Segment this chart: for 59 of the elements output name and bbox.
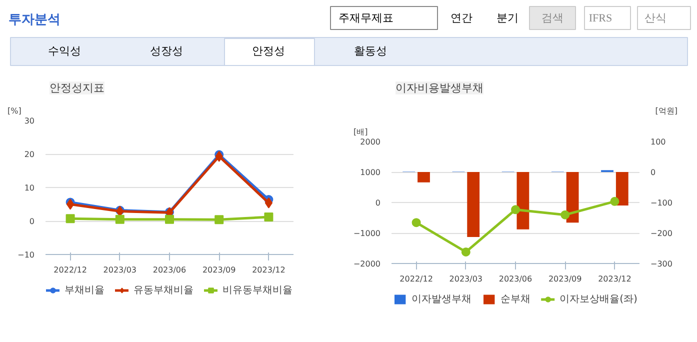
y2-axis-title: [억원]: [655, 106, 678, 116]
x-tick-label: 2022/12: [54, 266, 87, 274]
legend-label: 이자발생부채: [412, 293, 472, 306]
x-tick-label: 2023/03: [449, 274, 483, 284]
y2-tick-label: 0: [650, 168, 656, 177]
legend-label: 이자보상배율(좌): [560, 293, 638, 306]
point: [412, 218, 421, 228]
x-tick-label: 2023/06: [498, 274, 532, 284]
x-tick-label: 2022/12: [400, 274, 433, 284]
y-axis-title: [%]: [8, 106, 22, 116]
chart-title: 이자비용발생부채: [396, 82, 484, 94]
legend-label: 비유동부채비율: [222, 284, 292, 297]
y-tick-label: −1000: [353, 229, 380, 238]
y2-tick-label: −300: [650, 260, 672, 268]
text: IFRS: [588, 12, 612, 24]
y-tick-label: 10: [24, 184, 35, 192]
point: [461, 247, 470, 256]
y-tick-label: 30: [24, 116, 35, 126]
x-tick-label: 2023/09: [548, 274, 582, 284]
text: 산식: [644, 12, 666, 24]
y2-tick-label: −200: [650, 229, 672, 238]
y-axis-title: [배]: [354, 128, 368, 136]
text: 투자분석: [8, 12, 60, 28]
point: [264, 212, 274, 222]
y-tick-label: 1000: [360, 168, 380, 177]
point: [511, 205, 520, 214]
legend-label: 부채비율: [64, 284, 104, 297]
y-tick-label: 20: [24, 150, 35, 159]
point: [214, 215, 224, 224]
text: 성장성: [150, 46, 183, 58]
point: [264, 197, 273, 208]
legend-label: 유동부채비율: [134, 284, 194, 297]
text: 연간: [450, 12, 472, 24]
y-tick-label: 0: [29, 217, 35, 226]
y-tick-label: −2000: [353, 260, 380, 268]
text: 검색: [542, 12, 564, 24]
x-tick-label: 2023/03: [103, 266, 137, 274]
y-tick-label: −10: [18, 250, 35, 260]
y2-tick-label: −100: [650, 198, 672, 208]
x-tick-label: 2023/12: [598, 274, 632, 284]
point: [66, 198, 74, 210]
text: 안정성: [252, 46, 285, 58]
y-tick-label: 0: [375, 198, 381, 208]
point: [165, 214, 174, 224]
y-tick-label: 2000: [360, 138, 380, 146]
point: [66, 214, 75, 224]
y2-tick-label: 100: [650, 138, 666, 146]
x-tick-label: 2023/09: [202, 266, 236, 274]
point: [560, 210, 570, 220]
x-tick-label: 2023/06: [152, 266, 186, 274]
legend-label: 순부채: [500, 293, 531, 306]
point: [115, 214, 124, 224]
text: 분기: [496, 12, 518, 24]
chart-title: 안정성지표: [50, 82, 104, 94]
point: [610, 196, 620, 206]
text: 수익성: [48, 46, 81, 58]
x-tick-label: 2023/12: [252, 266, 286, 274]
text: 활동성: [354, 46, 387, 58]
text: 주재무제표: [338, 12, 394, 24]
